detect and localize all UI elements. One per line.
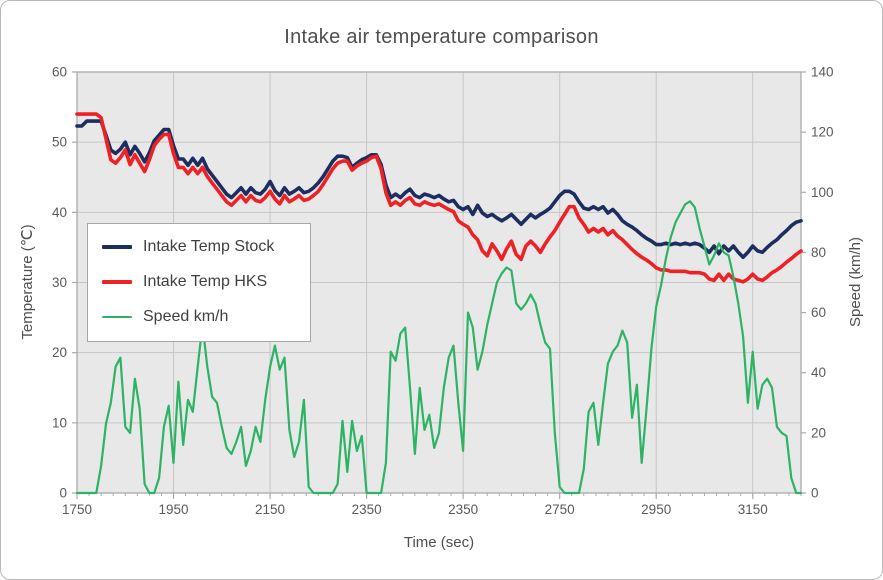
chart-title: Intake air temperature comparison — [284, 26, 599, 48]
speed-line-swatch — [102, 316, 132, 318]
y-right-tick-label: 20 — [811, 425, 826, 440]
legend-label-hks: Intake Temp HKS — [143, 273, 268, 290]
y-right-tick-label: 0 — [811, 486, 819, 501]
x-tick-label: 2150 — [255, 502, 285, 517]
x-tick-label: 2750 — [545, 502, 575, 517]
y-axis-label-temperature: Temperature (℃) — [19, 224, 36, 340]
y-axis-label-speed: Speed (km/h) — [847, 236, 864, 328]
y-right-tick-label: 140 — [811, 65, 834, 80]
y-right-tick-label: 100 — [811, 185, 834, 200]
x-tick-label: 2350 — [352, 502, 382, 517]
legend-item-stock: Intake Temp Stock — [102, 234, 298, 260]
hks-line-swatch — [102, 280, 132, 284]
x-tick-label: 3150 — [738, 502, 768, 517]
series-line-intake-temp-hks — [75, 112, 803, 284]
y-right-tick-label: 40 — [811, 365, 826, 380]
x-axis-label-time: Time (sec) — [403, 534, 475, 551]
x-tick-label: 2350 — [448, 502, 478, 517]
y-left-tick-label: 0 — [59, 486, 67, 501]
y-left-tick-label: 60 — [52, 65, 67, 80]
legend-label-speed: Speed km/h — [143, 308, 229, 325]
legend-item-speed: Speed km/h — [102, 304, 298, 330]
x-tick-label: 1950 — [159, 502, 189, 517]
y-left-tick-label: 40 — [52, 205, 67, 220]
y-left-tick-label: 50 — [52, 135, 67, 150]
y-left-tick-label: 10 — [52, 415, 67, 430]
y-right-tick-label: 60 — [811, 305, 826, 320]
y-right-tick-label: 120 — [811, 125, 834, 140]
stock-line-swatch — [102, 245, 132, 249]
legend-item-hks: Intake Temp HKS — [102, 269, 298, 295]
y-left-tick-label: 30 — [52, 275, 67, 290]
series-line-speed-km-h — [75, 200, 803, 495]
legend-label-stock: Intake Temp Stock — [143, 238, 275, 255]
x-tick-label: 1750 — [62, 502, 92, 517]
series-line-intake-temp-stock — [75, 119, 803, 259]
x-tick-label: 2950 — [641, 502, 671, 517]
y-right-tick-label: 80 — [811, 245, 826, 260]
chart-legend: Intake Temp Stock Intake Temp HKS Speed … — [87, 223, 311, 342]
y-left-tick-label: 20 — [52, 345, 67, 360]
